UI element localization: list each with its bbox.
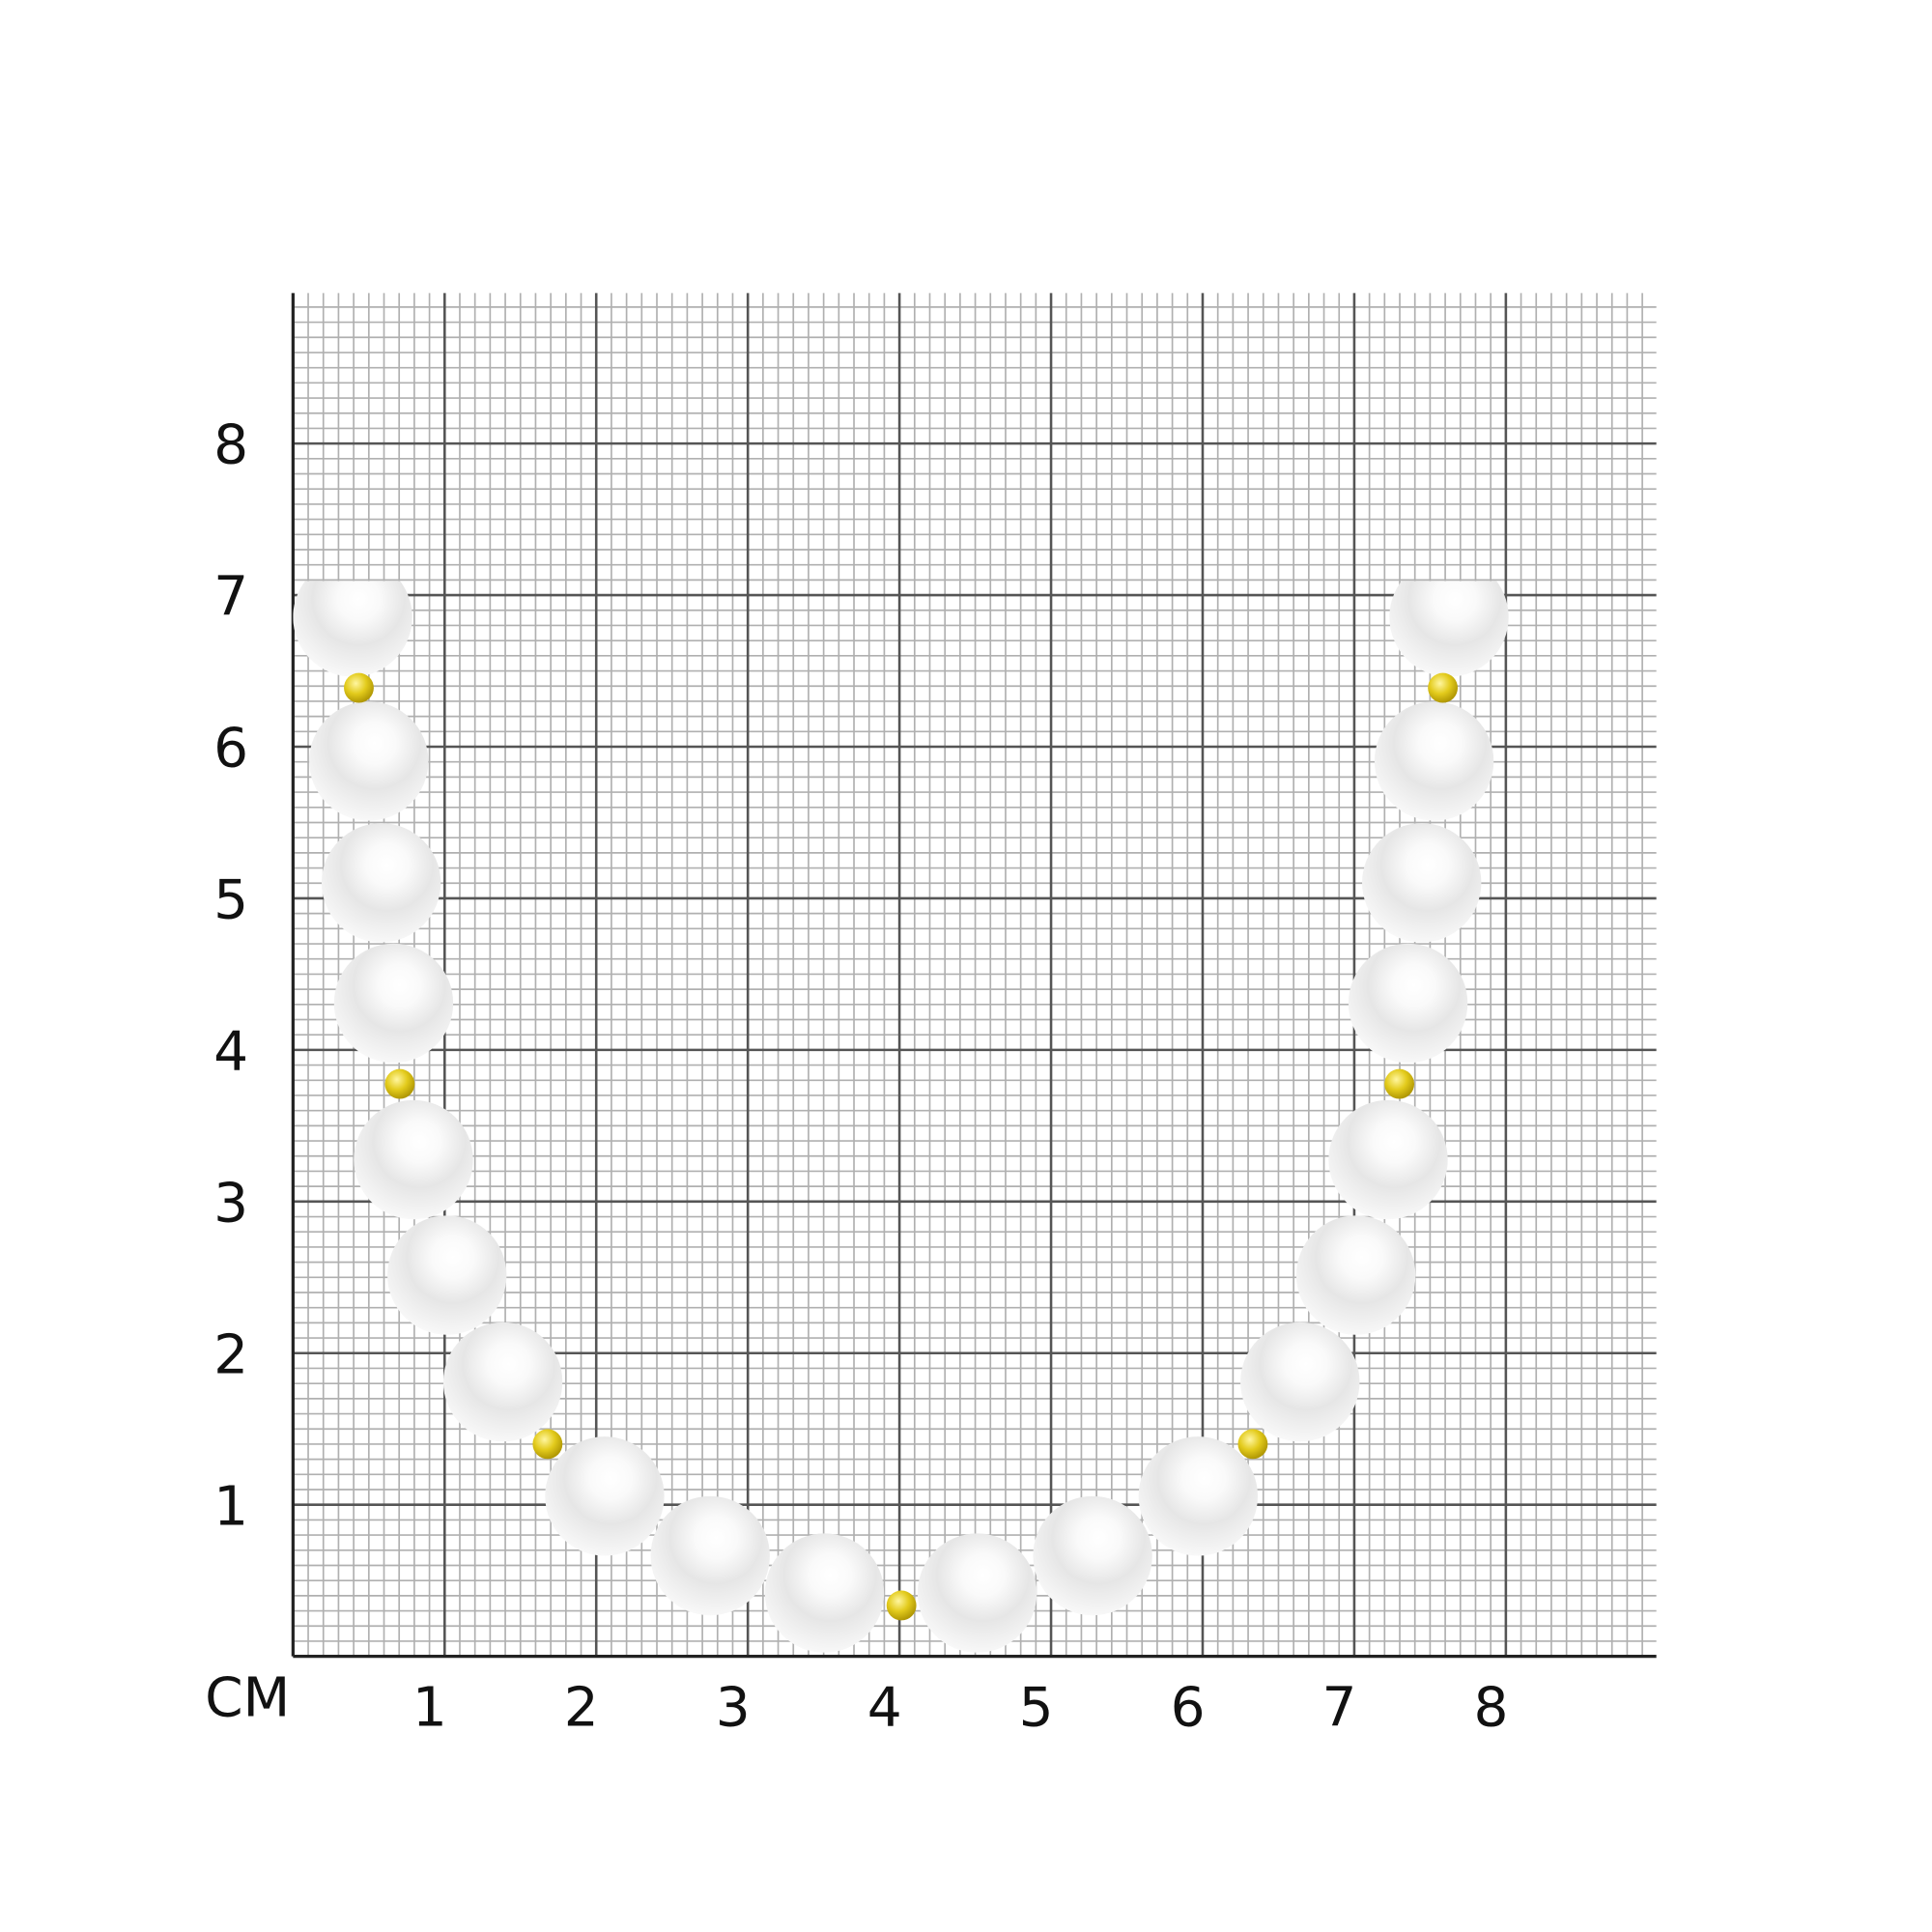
- unit-label: СМ: [205, 1666, 290, 1729]
- y-tick-label: 2: [213, 1323, 248, 1386]
- pearl: [1374, 701, 1494, 821]
- x-tick-label: 8: [1473, 1677, 1508, 1740]
- pearl: [309, 701, 429, 821]
- y-tick-label: 3: [213, 1172, 248, 1235]
- pearl: [1348, 943, 1468, 1064]
- pearl: [1328, 1099, 1448, 1220]
- pearl: [1138, 1436, 1259, 1556]
- y-tick-label: 5: [213, 869, 248, 932]
- pearl: [387, 1215, 507, 1335]
- pearl: [764, 1533, 885, 1653]
- pearl: [354, 1099, 473, 1220]
- x-tick-label: 2: [564, 1677, 599, 1740]
- y-tick-label: 4: [213, 1020, 248, 1083]
- x-tick-label: 4: [867, 1677, 902, 1740]
- gold-bead: [384, 1068, 415, 1099]
- gold-bead: [886, 1590, 917, 1621]
- pearl: [1240, 1321, 1360, 1442]
- pearl: [333, 943, 454, 1064]
- pearl: [1295, 1215, 1416, 1335]
- x-tick-label: 3: [716, 1677, 751, 1740]
- gold-bead: [1428, 672, 1458, 703]
- pearl: [442, 1321, 563, 1442]
- pearl: [1033, 1495, 1152, 1616]
- x-tick-label: 1: [412, 1677, 447, 1740]
- pearl: [917, 1533, 1037, 1653]
- gold-bead: [1237, 1429, 1268, 1460]
- y-tick-label: 8: [213, 414, 248, 477]
- y-tick-label: 1: [213, 1475, 248, 1538]
- y-tick-label: 7: [213, 566, 248, 629]
- x-tick-label: 7: [1322, 1677, 1357, 1740]
- pearl: [650, 1495, 770, 1616]
- x-tick-label: 5: [1019, 1677, 1054, 1740]
- pearl: [293, 581, 412, 677]
- x-tick-label: 6: [1171, 1677, 1206, 1740]
- y-tick-label: 6: [213, 718, 248, 781]
- pearl: [321, 823, 441, 943]
- gold-bead: [1384, 1068, 1415, 1099]
- gold-bead: [344, 672, 374, 703]
- pearl: [545, 1436, 665, 1556]
- pearl: [1389, 581, 1509, 677]
- gold-bead: [532, 1429, 563, 1460]
- pearl: [1362, 823, 1482, 943]
